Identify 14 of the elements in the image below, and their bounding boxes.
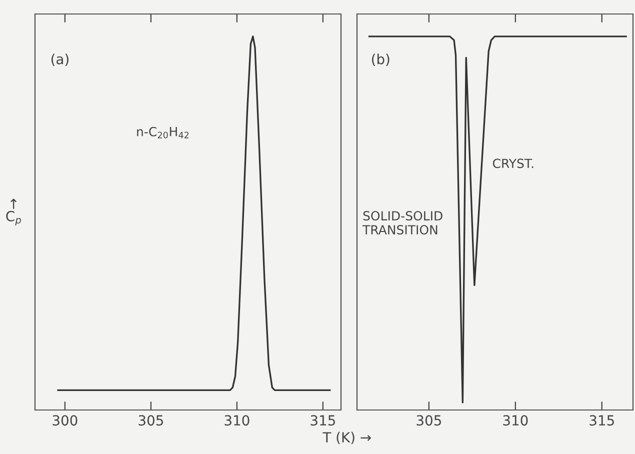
y-axis-title: ↑ C$_{p}$ bbox=[6, 198, 21, 226]
annotation: n-C$_{20}$H$_{42}$ bbox=[137, 126, 189, 138]
text: (a) bbox=[51, 54, 68, 66]
x-tick-label: 300 bbox=[52, 415, 78, 426]
x-axis-title: T (K) → bbox=[322, 432, 371, 444]
x-tick-label: 315 bbox=[310, 415, 335, 426]
annotation: CRYST. bbox=[492, 158, 534, 168]
x-tick-label: 310 bbox=[224, 415, 250, 426]
text: (b) bbox=[372, 54, 390, 66]
x-tick-label: 305 bbox=[416, 415, 441, 426]
annotation: SOLID-SOLID TRANSITION bbox=[362, 211, 442, 235]
x-tick-label: 310 bbox=[503, 415, 528, 426]
x-tick-label: 315 bbox=[590, 415, 614, 426]
x-tick-label: 305 bbox=[138, 415, 163, 426]
